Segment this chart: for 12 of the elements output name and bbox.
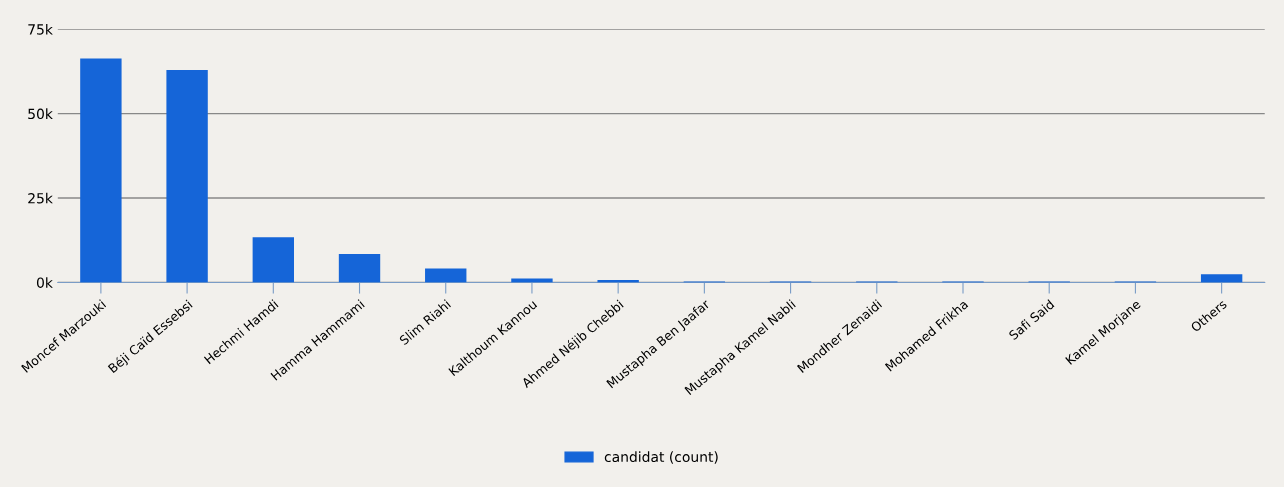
legend-label: candidat (count) <box>604 451 718 464</box>
y-tick-label: 25k <box>28 192 53 204</box>
bar <box>338 254 381 283</box>
y-tick-label: 0k <box>36 277 53 288</box>
bar <box>511 278 553 283</box>
bar <box>252 237 294 283</box>
bar <box>425 268 467 283</box>
y-tick-label: 75k <box>28 23 53 35</box>
y-tick-label: 50k <box>28 108 53 120</box>
bar <box>166 70 208 283</box>
bar <box>80 58 122 283</box>
bar <box>1200 274 1243 283</box>
